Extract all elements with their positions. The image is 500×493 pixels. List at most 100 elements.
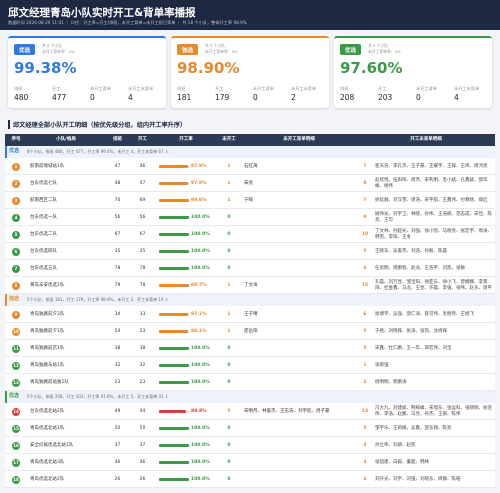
stat-value: 477 [52, 93, 67, 102]
scheduled-count: 32 [114, 362, 121, 368]
team-name: 安全问候优选北站1队 [30, 442, 74, 448]
unbacked-count: 9 [363, 214, 367, 220]
table-row [5, 471, 495, 488]
unbacked-count: 5 [363, 425, 367, 431]
rate-label: 98.7% [191, 282, 207, 288]
scheduled-count: 70 [114, 197, 121, 203]
unbacked-count: 15 [361, 282, 369, 288]
column-header: 开工率 [179, 137, 193, 143]
rate-label: 89.8% [191, 408, 207, 414]
not-started-count: 0 [227, 248, 231, 254]
scheduled-count: 47 [114, 163, 121, 169]
stat-label: 未开工未背单 [454, 86, 480, 91]
column-header: 未开工 [222, 137, 236, 143]
started-count: 38 [139, 345, 146, 351]
unbacked-detail: 崔天浩、李孔杰、王子豪、王耀宇、王辉、王炜、周鸿亮 [375, 163, 488, 169]
started-count: 44 [139, 408, 146, 414]
unbacked-count: 5 [363, 328, 367, 334]
table-row [5, 403, 495, 420]
rate-label: 97.9% [191, 180, 207, 186]
row-number: 17 [12, 458, 20, 467]
stat-value: 4 [454, 93, 459, 102]
rate-label: 100.0% [191, 425, 210, 431]
column-header: 未开工背单明细 [283, 137, 315, 143]
rate-bar [159, 461, 189, 464]
table-row [5, 192, 495, 209]
group-tag: 优选 [9, 393, 20, 400]
not-started-count: 0 [227, 345, 231, 351]
rate-label: 97.1% [191, 311, 207, 317]
unbacked-count: 7 [363, 163, 367, 169]
table-row [5, 209, 495, 226]
scheduled-count: 35 [114, 248, 121, 254]
scheduled-count: 48 [114, 180, 121, 186]
row-number: 18 [12, 475, 20, 484]
rate-bar [159, 427, 189, 430]
unbacked-detail: 孔磊、刘万昆、邹宝阳、徐亚东、徐小飞、曾娜娜、李景阳、杜金鑫、马龙、王亮、许晨、… [375, 279, 492, 291]
rate-label: 100.0% [191, 476, 210, 482]
column-header: 序号 [11, 137, 21, 143]
table-row [5, 175, 495, 192]
rate-bar [159, 267, 189, 270]
team-name: 台东优选北站2队 [30, 408, 65, 414]
rate-bar [159, 364, 189, 367]
row-number: 4 [12, 213, 20, 222]
unbacked-count: 4 [363, 459, 367, 465]
scheduled-count: 34 [114, 311, 121, 317]
not-started-detail: 于晖 [244, 197, 253, 203]
rate-bar [159, 444, 189, 447]
unbacked-detail: 姚伟光、刘宇卫、林晓、孙伟、王浩楠、范志成、宋佳、陈亮、王可 [375, 211, 492, 223]
card-note: 未开工背单率：0% [42, 49, 75, 54]
stat-value: 4 [128, 93, 133, 102]
team-name: 青岛独路东站1队 [30, 362, 65, 368]
table-row [5, 323, 495, 340]
rate-bar [159, 284, 189, 287]
not-started-count: 0 [227, 214, 231, 220]
card-note: 未开工背单率：0% [368, 49, 401, 54]
unbacked-count: 6 [363, 265, 367, 271]
not-started-count: 1 [227, 311, 231, 317]
table-row [5, 158, 495, 175]
card-rate: 99.38% [14, 59, 77, 77]
row-number: 2 [12, 179, 20, 188]
started-count: 37 [139, 442, 146, 448]
scheduled-count: 67 [114, 231, 121, 237]
stat-label: 排班 [14, 86, 23, 91]
rate-label: 98.6% [191, 197, 207, 203]
table-row [5, 437, 495, 454]
rate-label: 100.0% [191, 379, 210, 385]
page-title: 邱文经理青岛小队实时开工&背单率播报 [8, 7, 196, 19]
scheduled-count: 78 [114, 265, 121, 271]
stat-label: 开工 [378, 86, 387, 91]
rate-label: 100.0% [191, 214, 210, 220]
team-name: 青岛独路前夕1队 [30, 328, 65, 334]
unbacked-count: 7 [363, 197, 367, 203]
unbacked-detail: 刘仟光、刘宇、刘强、刘晓东、周静、陈皓 [375, 476, 461, 482]
not-started-detail: 庞岳阳 [244, 328, 258, 334]
not-started-count: 0 [227, 425, 231, 431]
table-row [5, 340, 495, 357]
row-number: 9 [12, 310, 20, 319]
row-number: 3 [12, 196, 20, 205]
unbacked-count: 5 [363, 248, 367, 254]
column-header: 排班 [113, 137, 122, 143]
row-number: 10 [12, 327, 20, 336]
started-count: 67 [139, 231, 146, 237]
rate-bar [159, 347, 189, 350]
summary-card [334, 36, 492, 108]
stat-value: 179 [215, 93, 230, 102]
team-name: 青岛优选北站1队 [30, 425, 65, 431]
row-number: 12 [12, 361, 20, 370]
row-number: 16 [12, 441, 20, 450]
unbacked-count: 8 [363, 180, 367, 186]
unbacked-count: 13 [361, 408, 369, 414]
unbacked-detail: 冯大九、刘建斌、荆梓峰、宋旭东、张运科、张晓明、徐连伟、李浩、赵鹏、马亮、孙杰、… [375, 405, 492, 417]
rate-label: 100.0% [191, 248, 210, 254]
team-name: 台东优选五队 [30, 265, 57, 271]
column-header: 开工 [138, 137, 147, 143]
started-count: 46 [139, 163, 146, 169]
table-header-bar [5, 134, 495, 146]
card-rate: 97.60% [340, 59, 403, 77]
column-header: 开工未背单明细 [410, 137, 442, 143]
